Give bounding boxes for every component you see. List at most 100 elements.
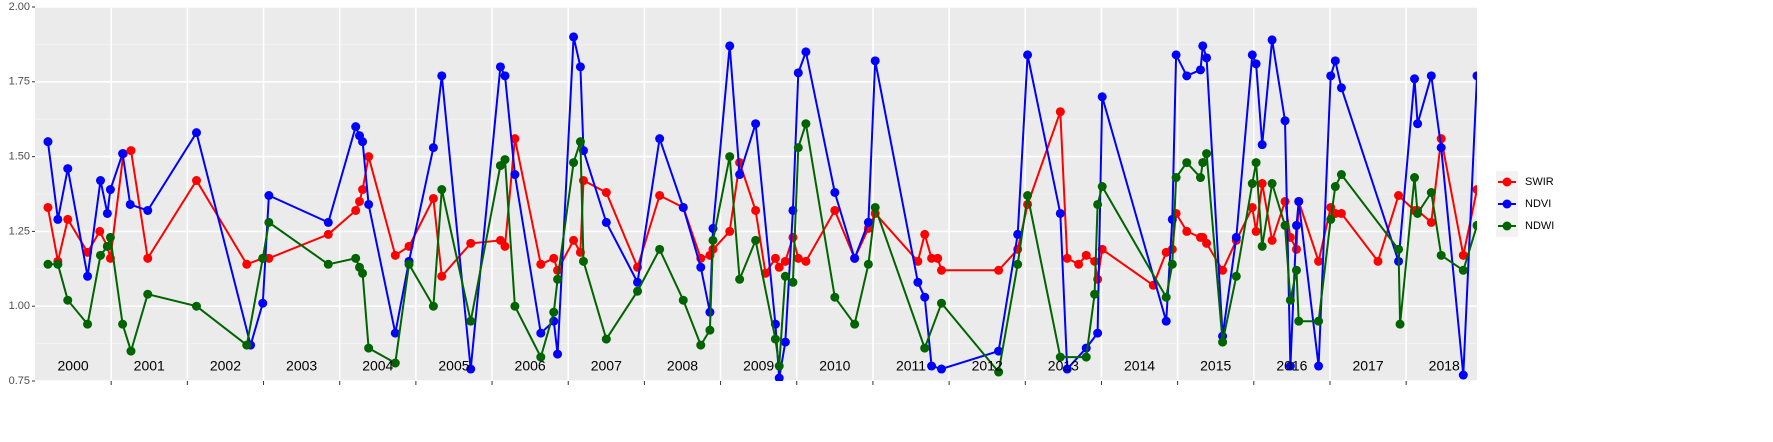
- data-point: [780, 271, 790, 281]
- data-point: [655, 190, 665, 200]
- plot-marks: [43, 32, 1477, 381]
- data-point: [1247, 202, 1257, 212]
- year-label: 2003: [286, 358, 317, 374]
- data-point: [569, 235, 579, 245]
- y-tick-label: 1.75: [9, 76, 30, 88]
- data-point: [578, 256, 588, 266]
- data-point: [1218, 337, 1228, 347]
- data-point: [830, 292, 840, 302]
- data-point: [1231, 271, 1241, 281]
- data-point: [1436, 143, 1446, 153]
- data-point: [1161, 292, 1171, 302]
- data-point: [390, 328, 400, 338]
- data-point: [1314, 316, 1324, 326]
- y-tick-label: 2.00: [9, 1, 30, 13]
- data-point: [830, 188, 840, 198]
- data-point: [1251, 226, 1261, 236]
- data-point: [569, 158, 579, 168]
- data-point: [143, 205, 153, 215]
- data-point: [1280, 196, 1290, 206]
- data-point: [1280, 116, 1290, 126]
- data-point: [1336, 170, 1346, 180]
- data-point: [126, 346, 136, 356]
- data-point: [725, 152, 735, 162]
- data-point: [994, 265, 1004, 275]
- data-point: [83, 271, 93, 281]
- data-point: [1202, 149, 1212, 159]
- data-point: [63, 164, 73, 174]
- data-point: [830, 205, 840, 215]
- data-point: [751, 205, 761, 215]
- data-point: [751, 119, 761, 129]
- year-label: 2006: [515, 358, 546, 374]
- data-point: [705, 325, 715, 335]
- data-point: [191, 301, 201, 311]
- data-point: [428, 301, 438, 311]
- data-point: [428, 193, 438, 203]
- data-point: [735, 170, 745, 180]
- data-point: [1257, 241, 1267, 251]
- data-point: [1055, 107, 1065, 117]
- data-point: [118, 319, 128, 329]
- data-point: [437, 271, 447, 281]
- grid: [35, 6, 1477, 382]
- data-point: [1458, 250, 1468, 260]
- data-point: [933, 253, 943, 263]
- data-point: [1280, 220, 1290, 230]
- year-label: 2013: [1048, 358, 1079, 374]
- data-point: [1074, 259, 1084, 269]
- data-point: [927, 361, 937, 371]
- data-point: [1330, 56, 1340, 66]
- data-point: [1413, 208, 1423, 218]
- data-point: [569, 32, 579, 42]
- data-point: [323, 259, 333, 269]
- data-point: [1267, 235, 1277, 245]
- year-label: 2007: [591, 358, 622, 374]
- data-point: [1251, 158, 1261, 168]
- data-point: [364, 343, 374, 353]
- data-point: [1247, 50, 1257, 60]
- data-point: [96, 176, 106, 186]
- data-point: [1062, 364, 1072, 374]
- data-point: [1023, 50, 1033, 60]
- data-point: [242, 259, 252, 269]
- data-point: [323, 229, 333, 239]
- data-point: [126, 146, 136, 156]
- data-point: [1202, 53, 1212, 63]
- data-point: [43, 202, 53, 212]
- data-point: [678, 202, 688, 212]
- data-point: [936, 364, 946, 374]
- data-point: [678, 295, 688, 305]
- data-point: [95, 226, 105, 236]
- data-point: [601, 188, 611, 198]
- data-point: [1198, 158, 1208, 168]
- data-point: [1291, 265, 1301, 275]
- data-point: [510, 301, 520, 311]
- year-label: 2011: [896, 358, 926, 374]
- data-point: [1410, 173, 1420, 183]
- legend-marker: [1502, 177, 1512, 187]
- data-point: [1093, 199, 1103, 209]
- data-point: [43, 137, 53, 147]
- data-point: [850, 253, 860, 263]
- data-point: [696, 262, 706, 272]
- legend-marker: [1502, 199, 1512, 209]
- year-label: 2004: [362, 358, 393, 374]
- year-label: 2016: [1276, 358, 1307, 374]
- data-point: [1182, 71, 1192, 81]
- data-point: [437, 185, 447, 195]
- data-point: [351, 205, 361, 215]
- data-point: [1055, 352, 1065, 362]
- data-point: [1410, 74, 1420, 84]
- year-label: 2002: [210, 358, 241, 374]
- data-point: [863, 259, 873, 269]
- data-point: [920, 343, 930, 353]
- data-point: [191, 128, 201, 138]
- data-point: [358, 137, 368, 147]
- data-point: [1182, 158, 1192, 168]
- data-point: [936, 298, 946, 308]
- data-point: [1436, 250, 1446, 260]
- data-point: [1218, 265, 1228, 275]
- data-point: [1167, 214, 1177, 224]
